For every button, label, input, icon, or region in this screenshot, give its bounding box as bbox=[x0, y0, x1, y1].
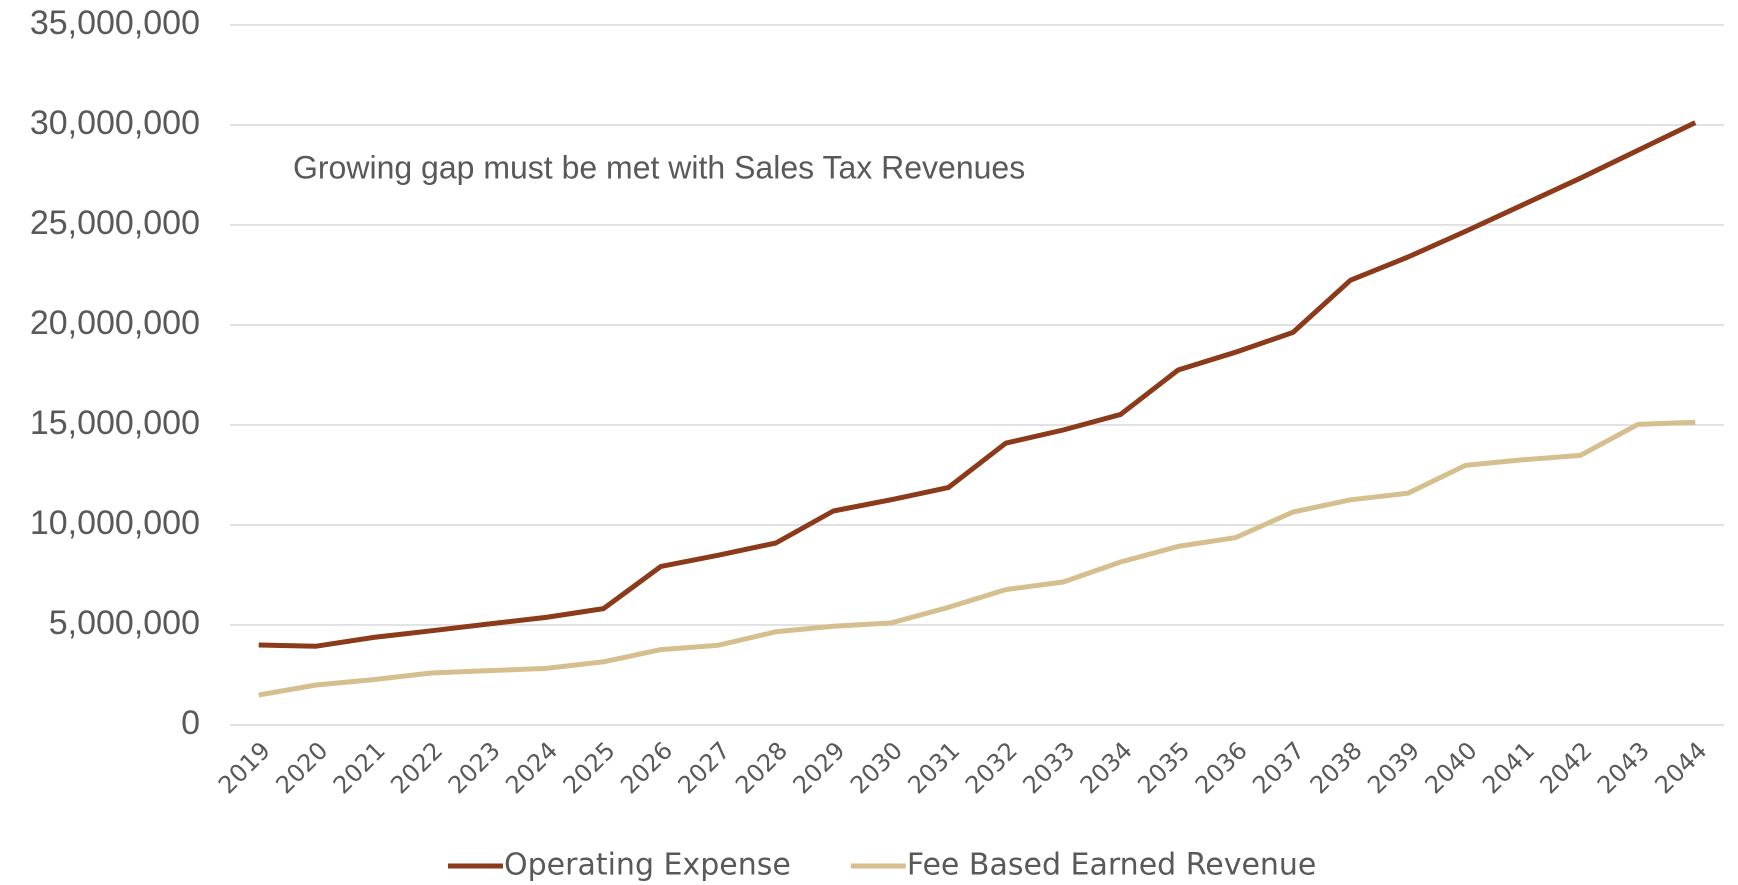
series-line bbox=[258, 419, 1696, 698]
y-tick-label: 10,000,000 bbox=[30, 504, 200, 542]
y-tick-label: 25,000,000 bbox=[30, 204, 200, 242]
x-tick-label: 2039 bbox=[1362, 736, 1425, 799]
x-tick-label: 2029 bbox=[788, 736, 851, 799]
y-tick-label: 5,000,000 bbox=[49, 604, 200, 642]
x-tick-label: 2026 bbox=[615, 736, 678, 799]
x-tick-label: 2021 bbox=[328, 736, 391, 799]
y-tick-label: 15,000,000 bbox=[30, 404, 200, 442]
legend-label: Fee Based Earned Revenue bbox=[907, 848, 1317, 883]
x-tick-label: 2033 bbox=[1017, 736, 1080, 799]
x-tick-label: 2038 bbox=[1305, 736, 1368, 799]
annotation: Growing gap must be met with Sales Tax R… bbox=[293, 149, 1025, 185]
x-tick-label: 2032 bbox=[960, 736, 1023, 799]
series-line bbox=[258, 120, 1697, 649]
x-tick-label: 2023 bbox=[443, 736, 506, 799]
x-tick-label: 2024 bbox=[500, 736, 563, 799]
y-tick-label: 35,000,000 bbox=[30, 4, 200, 42]
x-tick-label: 2040 bbox=[1420, 736, 1483, 799]
x-tick-label: 2042 bbox=[1535, 736, 1598, 799]
x-tick-label: 2041 bbox=[1477, 736, 1540, 799]
x-tick-label: 2019 bbox=[213, 736, 276, 799]
x-tick-label: 2028 bbox=[730, 736, 793, 799]
x-tick-label: 2034 bbox=[1075, 736, 1138, 799]
legend-label: Operating Expense bbox=[504, 848, 791, 883]
x-tick-label: 2027 bbox=[673, 736, 736, 799]
x-tick-label: 2030 bbox=[845, 736, 908, 799]
y-tick-label: 0 bbox=[181, 704, 200, 742]
y-tick-label: 20,000,000 bbox=[30, 304, 200, 342]
x-tick-label: 2036 bbox=[1190, 736, 1253, 799]
x-tick-label: 2022 bbox=[385, 736, 448, 799]
x-tick-label: 2035 bbox=[1132, 736, 1195, 799]
x-tick-label: 2044 bbox=[1649, 736, 1712, 799]
x-tick-label: 2020 bbox=[270, 736, 333, 799]
x-tick-label: 2031 bbox=[902, 736, 965, 799]
x-tick-label: 2043 bbox=[1592, 736, 1655, 799]
x-tick-label: 2025 bbox=[558, 736, 621, 799]
y-tick-label: 30,000,000 bbox=[30, 104, 200, 142]
x-tick-label: 2037 bbox=[1247, 736, 1310, 799]
